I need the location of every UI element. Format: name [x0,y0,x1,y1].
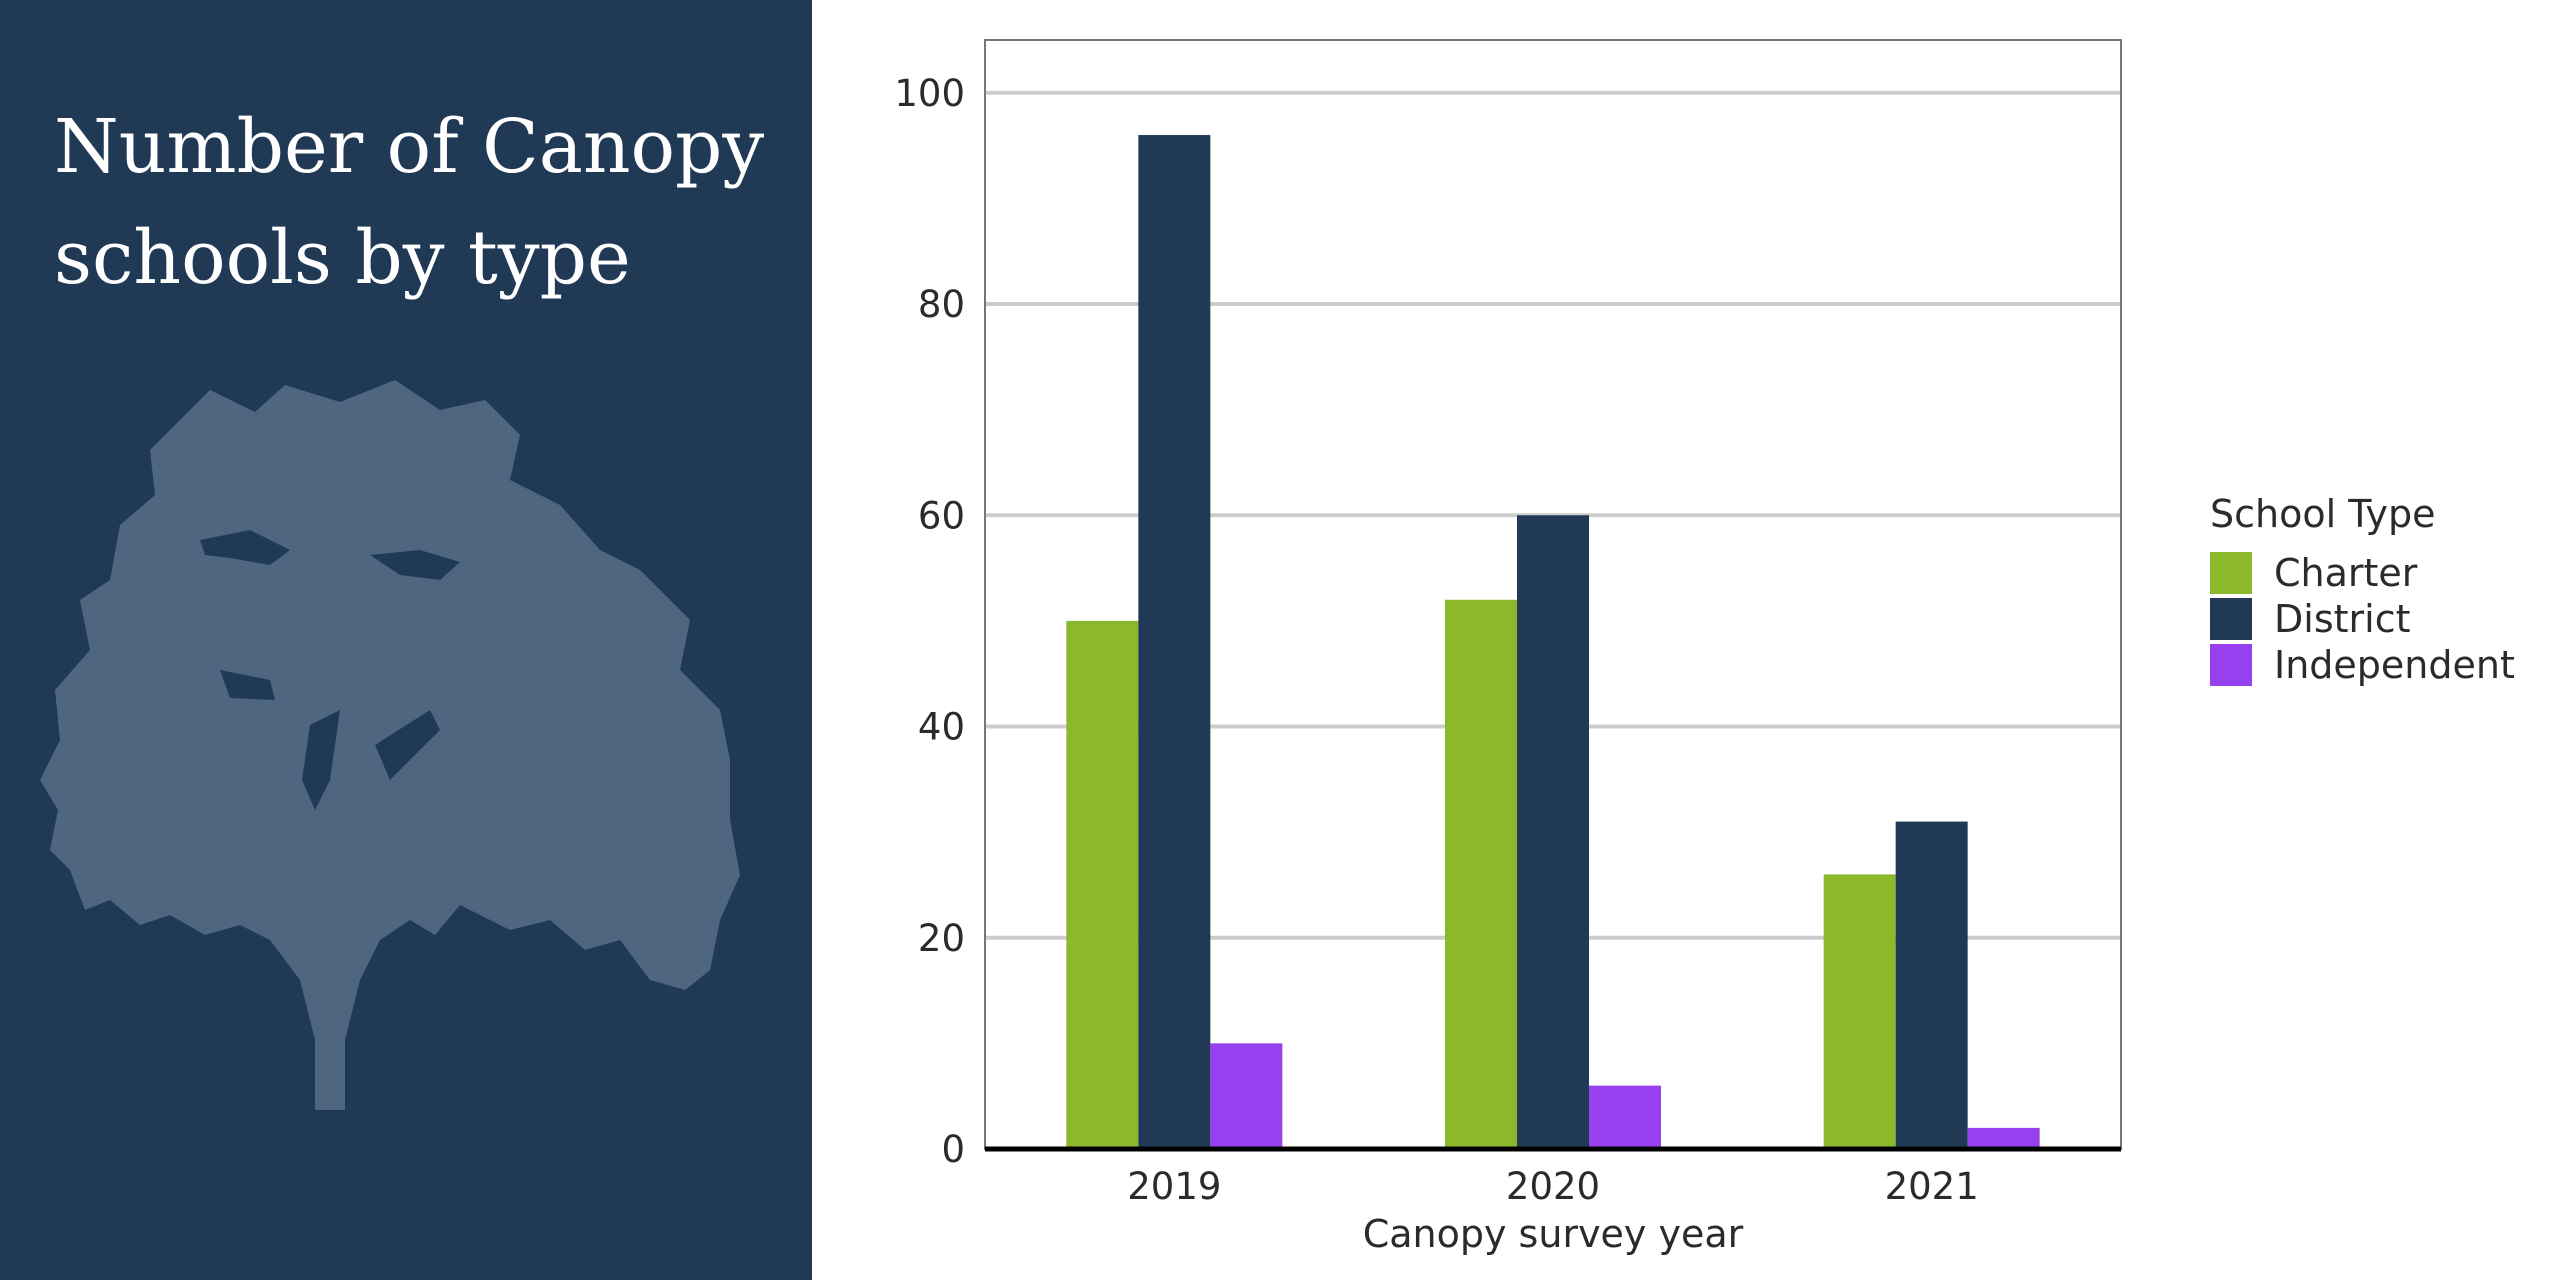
bar-charter-2020 [1445,599,1517,1149]
bar-independent-2020 [1589,1085,1661,1149]
bar-chart: 0 20 40 60 80 100 2019 2020 2021 Canopy survey … [894,39,2122,1256]
x-tick-label: 2021 [1885,1165,1979,1208]
legend-item-independent: Independent [2210,642,2540,688]
bar-independent-2021 [1967,1127,2040,1149]
bars [1066,135,2040,1150]
y-tick-label: 60 [918,494,965,537]
title-panel: Number of Canopy schools by type [0,0,812,1280]
y-tick-label: 0 [941,1128,965,1171]
legend-title: School Type [2210,492,2436,536]
legend-item-district: District [2210,596,2540,642]
legend-label-independent: Independent [2274,643,2515,687]
bar-independent-2019 [1210,1043,1283,1149]
chart-area: 0 20 40 60 80 100 2019 2020 2021 Canopy survey … [812,0,2560,1280]
y-axis-ticks: 0 20 40 60 80 100 [894,72,965,1171]
x-tick-label: 2020 [1506,1165,1600,1208]
bar-district-2021 [1895,821,1968,1149]
bar-district-2019 [1138,135,1211,1150]
bar-charter-2021 [1823,874,1896,1149]
legend-item-charter: Charter [2210,550,2540,596]
legend-swatch-charter [2210,552,2252,594]
bar-district-2020 [1517,515,1589,1149]
y-tick-label: 80 [918,283,965,326]
legend-swatch-independent [2210,644,2252,686]
tree-silhouette-icon [40,380,740,1110]
x-axis-title: Canopy survey year [1363,1212,1744,1256]
legend-label-district: District [2274,597,2411,641]
legend-label-charter: Charter [2274,551,2418,595]
bar-charter-2019 [1066,620,1139,1149]
y-tick-label: 40 [918,706,965,749]
y-tick-label: 20 [918,917,965,960]
legend-swatch-district [2210,598,2252,640]
chart-title: Number of Canopy schools by type [54,104,765,301]
y-tick-label: 100 [894,72,965,115]
x-tick-label: 2019 [1127,1165,1221,1208]
x-axis-ticks: 2019 2020 2021 [1127,1165,1979,1208]
legend: School Type Charter District Independent [2210,490,2540,688]
